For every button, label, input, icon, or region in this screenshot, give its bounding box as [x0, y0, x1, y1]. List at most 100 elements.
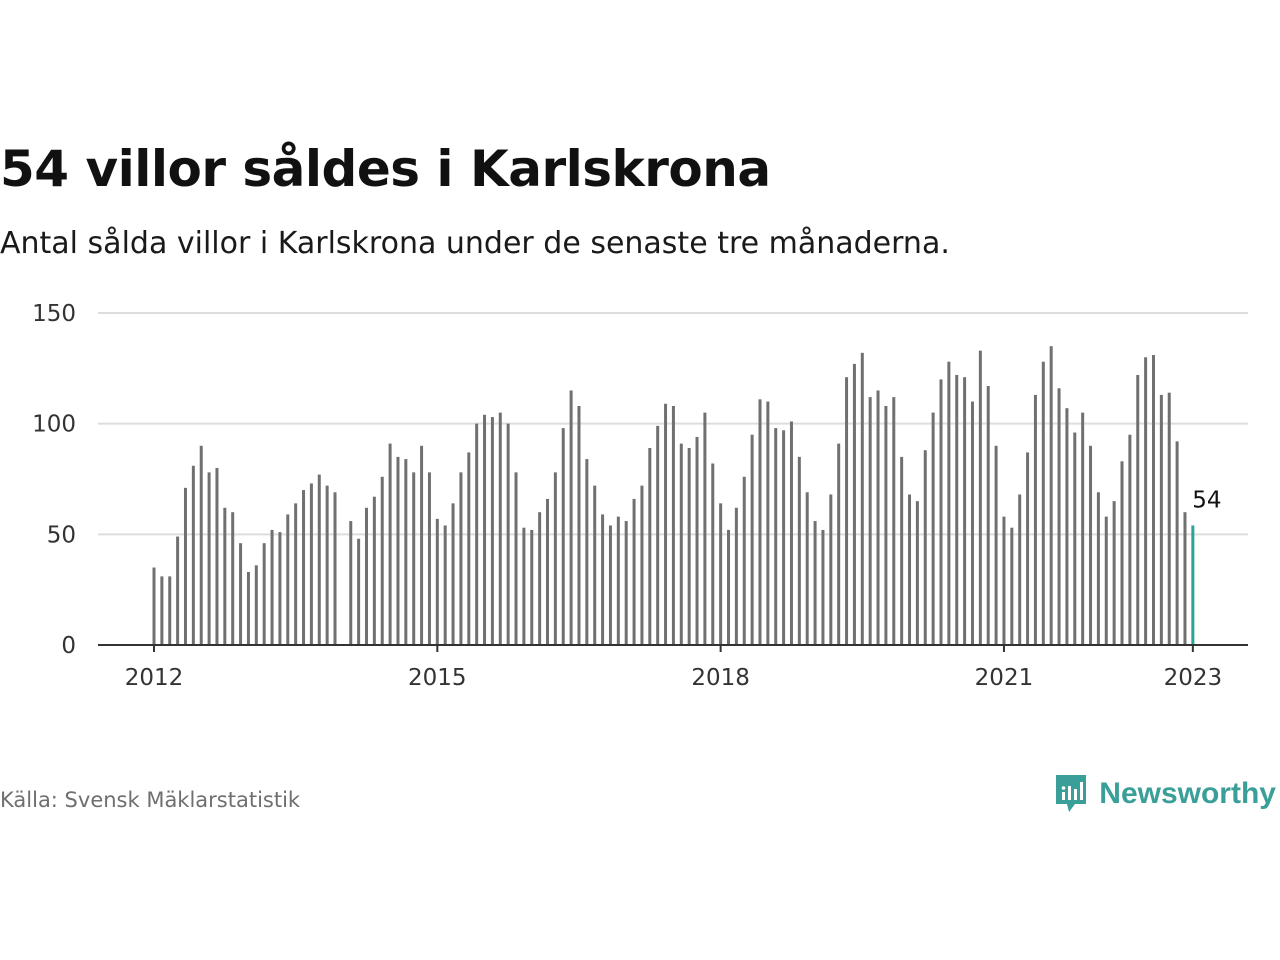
bar: [246, 571, 250, 645]
bar: [955, 374, 959, 645]
bar: [309, 483, 313, 645]
bar: [160, 576, 164, 645]
x-tick-label: 2015: [408, 665, 467, 691]
bar: [420, 445, 424, 645]
bar: [286, 514, 290, 645]
bar: [813, 521, 817, 645]
bar: [868, 397, 872, 645]
bar: [380, 476, 384, 645]
bar: [671, 405, 675, 645]
bar: [593, 485, 597, 645]
bar: [978, 350, 982, 645]
brand-name: Newsworthy: [1099, 777, 1276, 810]
bar: [577, 405, 581, 645]
y-tick-label: 150: [32, 301, 76, 327]
bar: [207, 472, 211, 645]
bar: [364, 507, 368, 645]
bar: [900, 456, 904, 645]
x-tick-label: 2018: [691, 665, 750, 691]
bar: [168, 576, 172, 645]
bar: [608, 525, 612, 645]
bar: [750, 434, 754, 645]
bar: [664, 403, 668, 645]
bar: [569, 390, 573, 645]
bar: [1144, 357, 1148, 645]
last-value-label-halo: 54: [1192, 487, 1221, 513]
bar: [427, 472, 431, 645]
bar: [774, 428, 778, 645]
bar: [648, 448, 652, 645]
bar: [1049, 346, 1053, 645]
bar: [1089, 445, 1093, 645]
bar: [719, 503, 723, 645]
bar: [616, 516, 620, 645]
y-tick-label: 50: [47, 522, 76, 548]
x-axis-ticks: 2012 2015 2018 2021 2023: [125, 645, 1222, 691]
bar: [1096, 492, 1100, 645]
bars: [152, 346, 1195, 645]
bar: [302, 490, 306, 645]
bar: [1065, 408, 1069, 645]
bar: [1033, 394, 1037, 645]
bar: [601, 514, 605, 645]
bar: [1183, 512, 1187, 645]
bar: [1018, 494, 1022, 645]
bar: [640, 485, 644, 645]
bar: [695, 436, 699, 645]
bar: [1136, 374, 1140, 645]
bar: [860, 352, 864, 645]
bar: [852, 363, 856, 645]
bar: [498, 412, 502, 645]
bar: [923, 450, 927, 645]
y-tick-label: 100: [32, 412, 76, 438]
bar: [947, 361, 951, 645]
bar: [546, 498, 549, 645]
bar: [1026, 452, 1030, 645]
bar: [514, 472, 518, 645]
bar: [357, 538, 361, 645]
bar: [624, 521, 628, 645]
x-tick-label: 2021: [975, 665, 1034, 691]
bar: [152, 567, 156, 645]
bar: [632, 498, 636, 645]
bar: [553, 472, 557, 645]
bar: [215, 467, 219, 645]
bar: [821, 529, 825, 645]
bar: [876, 390, 880, 645]
x-tick-label: 2012: [125, 665, 184, 691]
bar: [1151, 355, 1155, 645]
bar: [325, 485, 329, 645]
bar: [908, 494, 912, 645]
bar: [1128, 434, 1132, 645]
bar: [963, 377, 967, 645]
bar: [530, 529, 534, 645]
bar: [1010, 527, 1014, 645]
bar: [176, 536, 180, 645]
bar: [412, 472, 416, 645]
bar: [892, 397, 896, 645]
bar: [845, 377, 849, 645]
bar: [711, 463, 715, 645]
y-axis-tick-labels: 0 50 100 150: [32, 301, 76, 659]
bar: [1002, 516, 1006, 645]
bar: [939, 379, 943, 645]
bar: [687, 448, 691, 645]
bar: [183, 487, 187, 645]
bar: [522, 527, 526, 645]
bar: [490, 417, 494, 645]
source-note: Källa: Svensk Mäklarstatistik: [0, 788, 301, 812]
bar: [459, 472, 463, 645]
bar: [262, 543, 266, 645]
bar: [561, 428, 565, 645]
bar: [742, 476, 746, 645]
bar: [239, 543, 243, 645]
bar: [727, 529, 731, 645]
bar: [349, 521, 353, 645]
bar: [931, 412, 935, 645]
bar: [191, 465, 195, 645]
bar: [758, 399, 762, 645]
bar: [199, 445, 203, 645]
bar: [797, 456, 801, 645]
